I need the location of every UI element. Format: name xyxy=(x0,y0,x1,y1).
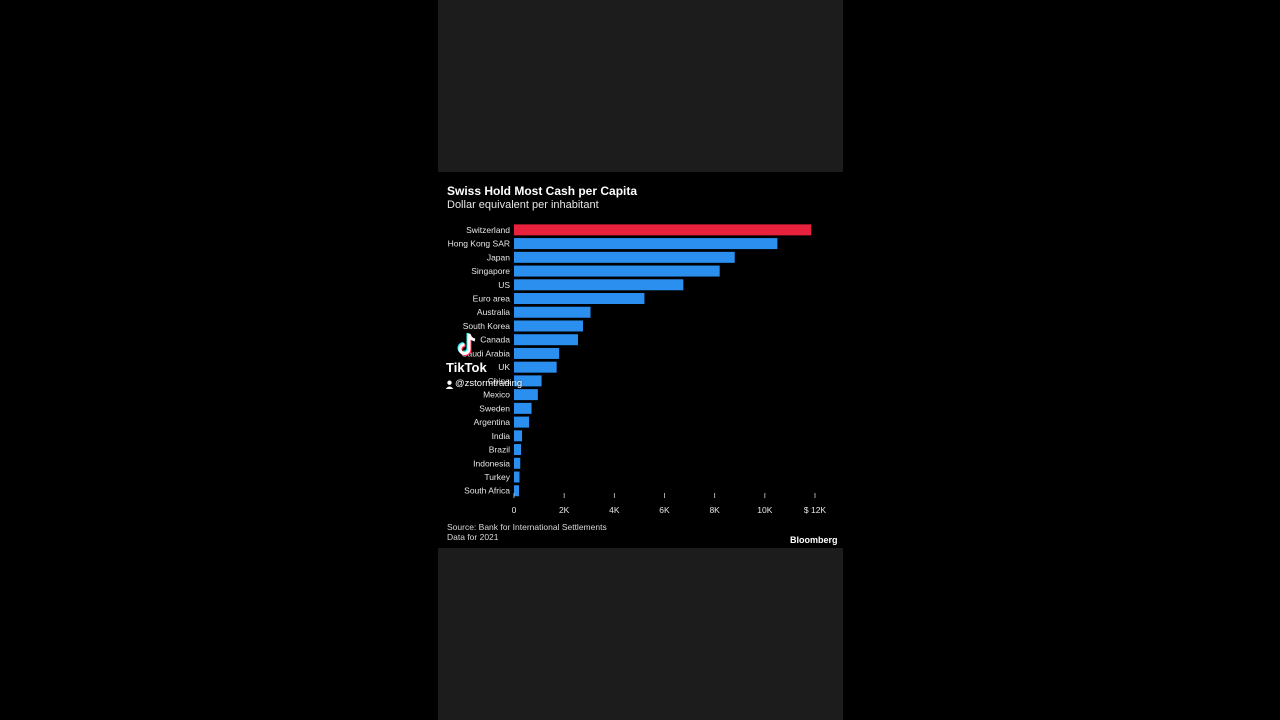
bar xyxy=(514,279,684,291)
top-blank-panel xyxy=(438,0,843,172)
bar xyxy=(514,430,523,442)
tiktok-watermark: TikTok @zstormtrading xyxy=(444,330,564,400)
x-tick-label: 2K xyxy=(559,505,570,515)
category-label: Argentina xyxy=(474,417,511,427)
bar xyxy=(514,416,530,428)
category-label: South Africa xyxy=(464,486,510,496)
category-label: Turkey xyxy=(484,472,510,482)
bar xyxy=(514,320,583,332)
category-label: China xyxy=(488,376,510,386)
bar xyxy=(514,361,557,373)
x-tick-label: 4K xyxy=(609,505,620,515)
category-label: Sweden xyxy=(479,403,510,413)
bar xyxy=(514,347,560,359)
bar xyxy=(514,293,645,305)
tiktok-handle: @zstormtrading xyxy=(455,378,523,389)
category-label: Switzerland xyxy=(466,225,510,235)
bar xyxy=(514,457,521,469)
source-note: Source: Bank for International Settlemen… xyxy=(447,522,607,532)
tiktok-logo-icon xyxy=(457,333,476,356)
bar xyxy=(514,471,520,483)
category-label: South Korea xyxy=(463,321,511,331)
category-label: Euro area xyxy=(473,294,511,304)
category-label: Australia xyxy=(477,307,510,317)
category-label: Indonesia xyxy=(473,458,510,468)
category-label: US xyxy=(498,280,510,290)
category-label: Canada xyxy=(480,335,510,345)
category-label: Mexico xyxy=(483,390,510,400)
category-label: UK xyxy=(498,362,510,372)
bar xyxy=(514,224,812,236)
bar xyxy=(514,375,542,387)
data-year-note: Data for 2021 xyxy=(447,532,499,542)
category-label: Saudi Arabia xyxy=(462,348,510,358)
bloomberg-logo: Bloomberg xyxy=(790,535,838,545)
category-label: Hong Kong SAR xyxy=(448,239,510,249)
category-label: Singapore xyxy=(471,266,510,276)
bar xyxy=(514,389,538,401)
x-tick-label: 6K xyxy=(659,505,670,515)
bar xyxy=(514,306,591,318)
x-tick-label: 10K xyxy=(757,505,772,515)
bar xyxy=(514,265,720,277)
video-frame: Swiss Hold Most Cash per Capita Dollar e… xyxy=(438,0,843,720)
x-tick-label: 8K xyxy=(709,505,720,515)
user-icon xyxy=(445,380,454,389)
tiktok-label: TikTok xyxy=(446,360,487,375)
bar xyxy=(514,238,778,250)
x-tick-label: 0 xyxy=(512,505,517,515)
category-label: India xyxy=(492,431,511,441)
chart-subtitle: Dollar equivalent per inhabitant xyxy=(447,199,599,211)
chart-title: Swiss Hold Most Cash per Capita xyxy=(447,184,638,198)
bar xyxy=(514,334,578,346)
bar xyxy=(514,444,522,456)
bottom-blank-panel xyxy=(438,548,843,720)
x-tick-label: $ 12K xyxy=(804,505,827,515)
bar xyxy=(514,251,735,263)
bar xyxy=(514,402,532,414)
bar-chart: Switzerland Hong Kong SAR Japan Singapore US… xyxy=(448,224,827,515)
category-label: Brazil xyxy=(489,445,510,455)
category-label: Japan xyxy=(487,252,510,262)
bar xyxy=(514,485,520,497)
